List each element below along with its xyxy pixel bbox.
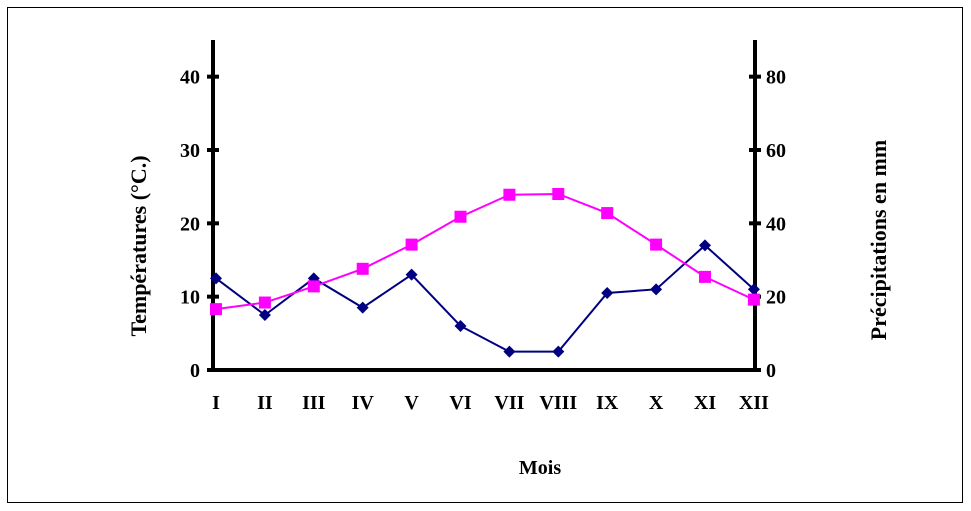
- square-marker: [405, 238, 418, 251]
- y-axis-left-title: Températures (°C.): [126, 155, 151, 336]
- square-marker: [601, 207, 614, 220]
- x-tick-label: I: [212, 392, 220, 414]
- square-marker: [503, 188, 516, 201]
- y-right-tick-label: 60: [766, 140, 786, 162]
- diamond-marker: [356, 301, 369, 314]
- diamond-marker: [747, 283, 760, 296]
- x-tick-label: II: [257, 392, 273, 414]
- y-left-tick-label: 10: [180, 287, 200, 309]
- y-right-tick-label: 40: [766, 213, 786, 235]
- axes-layer: [207, 40, 761, 372]
- square-marker: [552, 188, 565, 200]
- x-tick-label: IV: [352, 392, 375, 414]
- y-left-tick-label: 20: [180, 213, 200, 235]
- square-marker: [650, 238, 663, 251]
- diamond-marker: [650, 283, 663, 296]
- x-tick-label: VII: [494, 392, 524, 414]
- y-axis-right-title: Précipitations en mm: [866, 140, 891, 340]
- square-marker: [258, 296, 271, 309]
- y-right-tick-label: 20: [766, 287, 786, 309]
- diamond-marker: [552, 345, 565, 358]
- square-marker: [210, 303, 222, 316]
- diamond-marker: [405, 268, 418, 281]
- x-tick-label: XII: [739, 392, 769, 414]
- series-layer: [210, 188, 760, 358]
- series-line-1: [215, 192, 755, 311]
- x-tick-label: V: [404, 392, 419, 414]
- diamond-marker: [454, 320, 467, 332]
- diamond-marker: [601, 287, 614, 299]
- x-tick-label: III: [302, 392, 326, 414]
- x-tick-label: VIII: [539, 392, 577, 414]
- y-left-tick-label: 30: [180, 140, 200, 162]
- y-right-tick-label: 80: [766, 67, 786, 89]
- y-left-tick-label: 40: [180, 67, 200, 89]
- square-marker: [454, 210, 467, 223]
- y-right-tick-label: 0: [766, 360, 776, 382]
- square-marker: [747, 293, 760, 306]
- x-axis-title: Mois: [519, 457, 561, 479]
- square-marker: [307, 280, 320, 293]
- square-marker: [699, 270, 711, 283]
- square-marker: [356, 262, 369, 275]
- series-line-0: [215, 243, 755, 353]
- diamond-marker: [210, 272, 222, 285]
- diamond-marker: [699, 239, 711, 252]
- x-tick-label: IX: [596, 392, 619, 414]
- y-left-tick-label: 0: [190, 360, 200, 382]
- chart-frame: [7, 7, 963, 503]
- diamond-marker: [503, 345, 516, 358]
- x-tick-label: VI: [449, 392, 471, 414]
- x-tick-label: X: [649, 392, 664, 414]
- diamond-marker: [258, 309, 271, 321]
- x-tick-label: XI: [694, 392, 716, 414]
